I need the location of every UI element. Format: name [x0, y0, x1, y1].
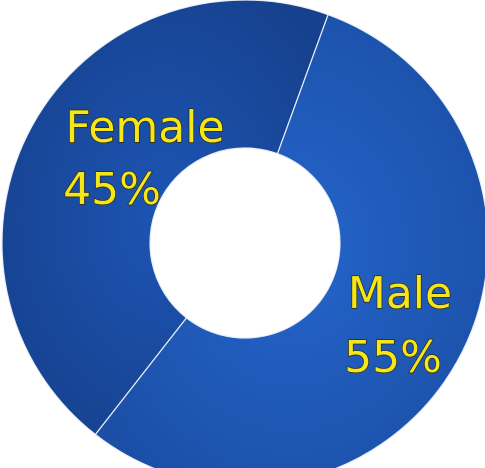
slice-label-male-value: 55% [344, 332, 442, 383]
donut-slice-male [94, 13, 485, 468]
slice-label-female-value: 45% [63, 164, 161, 215]
donut-slice-female [1, 0, 329, 436]
slice-label-male-name: Male [348, 268, 452, 319]
slice-label-female-name: Female [65, 102, 224, 153]
